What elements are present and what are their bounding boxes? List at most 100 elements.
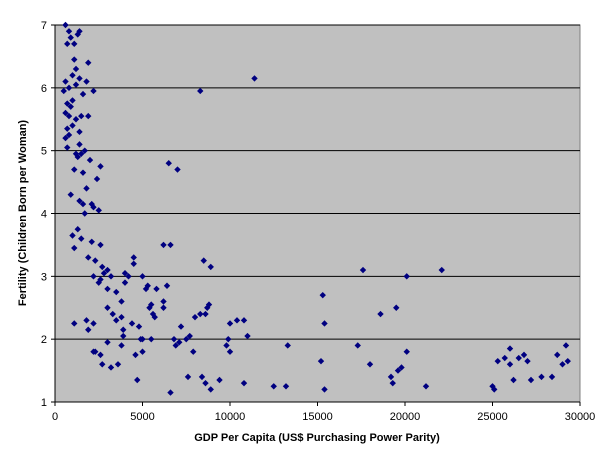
data-point [71, 166, 78, 173]
data-point [564, 357, 571, 365]
data-point [163, 282, 171, 289]
data-point [389, 379, 396, 387]
data-point [538, 373, 545, 381]
data-point [186, 332, 193, 340]
data-point [142, 285, 150, 293]
data-point [78, 112, 85, 120]
data-point [144, 282, 151, 289]
data-point [244, 332, 251, 340]
data-point [107, 273, 115, 280]
data-point [190, 348, 197, 355]
data-point [506, 361, 514, 368]
data-point [494, 357, 501, 365]
y-tick-label: 2 [41, 334, 47, 346]
data-point [72, 81, 80, 88]
data-point [153, 285, 160, 293]
data-point [216, 376, 223, 384]
x-tick-label: 20000 [390, 411, 421, 423]
data-point [83, 78, 90, 85]
data-point [207, 386, 214, 393]
y-tick-label: 1 [41, 397, 47, 409]
data-point [167, 389, 174, 396]
data-point [107, 364, 115, 371]
data-point [76, 128, 83, 136]
data-point [97, 351, 104, 359]
data-point [95, 279, 102, 286]
data-point [100, 269, 108, 277]
data-point [366, 361, 374, 368]
data-points [60, 21, 571, 396]
data-point [548, 373, 556, 381]
data-point [172, 342, 179, 349]
data-point [90, 273, 97, 280]
data-point [321, 320, 328, 327]
data-point [174, 166, 181, 173]
data-point [524, 357, 531, 365]
data-point [69, 72, 76, 79]
data-point [104, 339, 111, 346]
data-point [240, 379, 248, 387]
data-point [202, 379, 209, 387]
data-point [114, 361, 122, 368]
data-point [69, 122, 76, 129]
data-point [65, 84, 73, 92]
x-tick-label: 10000 [215, 411, 246, 423]
data-point [118, 313, 125, 321]
data-point [120, 326, 127, 333]
data-point [72, 116, 80, 123]
x-tick-label: 15000 [302, 411, 333, 423]
y-tick-labels: 1 2 3 4 5 6 7 [41, 20, 55, 409]
x-tick-label: 0 [52, 411, 58, 423]
y-tick-label: 5 [41, 146, 47, 158]
y-tick-label: 3 [41, 271, 47, 283]
data-point [104, 304, 111, 311]
data-point [69, 97, 76, 104]
data-point [170, 335, 178, 343]
data-point [128, 320, 136, 327]
data-point [317, 357, 325, 365]
data-point [438, 266, 445, 274]
data-point [225, 335, 232, 343]
data-point [377, 310, 384, 318]
data-point [240, 317, 248, 324]
data-point [270, 383, 277, 390]
data-point [76, 28, 83, 35]
data-point [79, 169, 87, 176]
data-point [65, 131, 73, 139]
data-point [76, 197, 83, 205]
data-point [64, 144, 71, 151]
data-point [113, 317, 120, 324]
x-tick-labels: 0 5000 10000 15000 20000 25000 30000 [52, 402, 595, 423]
data-point [359, 266, 367, 274]
data-point [69, 232, 76, 239]
data-point [78, 235, 85, 242]
data-point [97, 241, 104, 249]
data-point [197, 87, 204, 95]
data-point [282, 383, 290, 390]
data-point [62, 109, 69, 117]
data-point [121, 269, 129, 277]
data-point [90, 348, 97, 355]
data-point [554, 351, 561, 359]
data-point [62, 134, 69, 142]
data-point [62, 21, 69, 29]
data-point [71, 244, 78, 252]
data-point [92, 257, 99, 264]
data-point [205, 301, 213, 308]
data-point [78, 150, 85, 158]
data-point [86, 156, 94, 164]
data-point [65, 28, 73, 35]
data-point [76, 141, 83, 148]
data-point [491, 386, 498, 393]
data-point [85, 112, 92, 120]
data-point [76, 75, 83, 82]
data-point [88, 238, 95, 245]
data-point [79, 200, 87, 208]
data-point [226, 320, 234, 327]
data-point [354, 342, 361, 349]
data-point [398, 364, 405, 371]
data-point [207, 263, 214, 271]
data-point [79, 90, 87, 98]
data-point [90, 87, 97, 95]
